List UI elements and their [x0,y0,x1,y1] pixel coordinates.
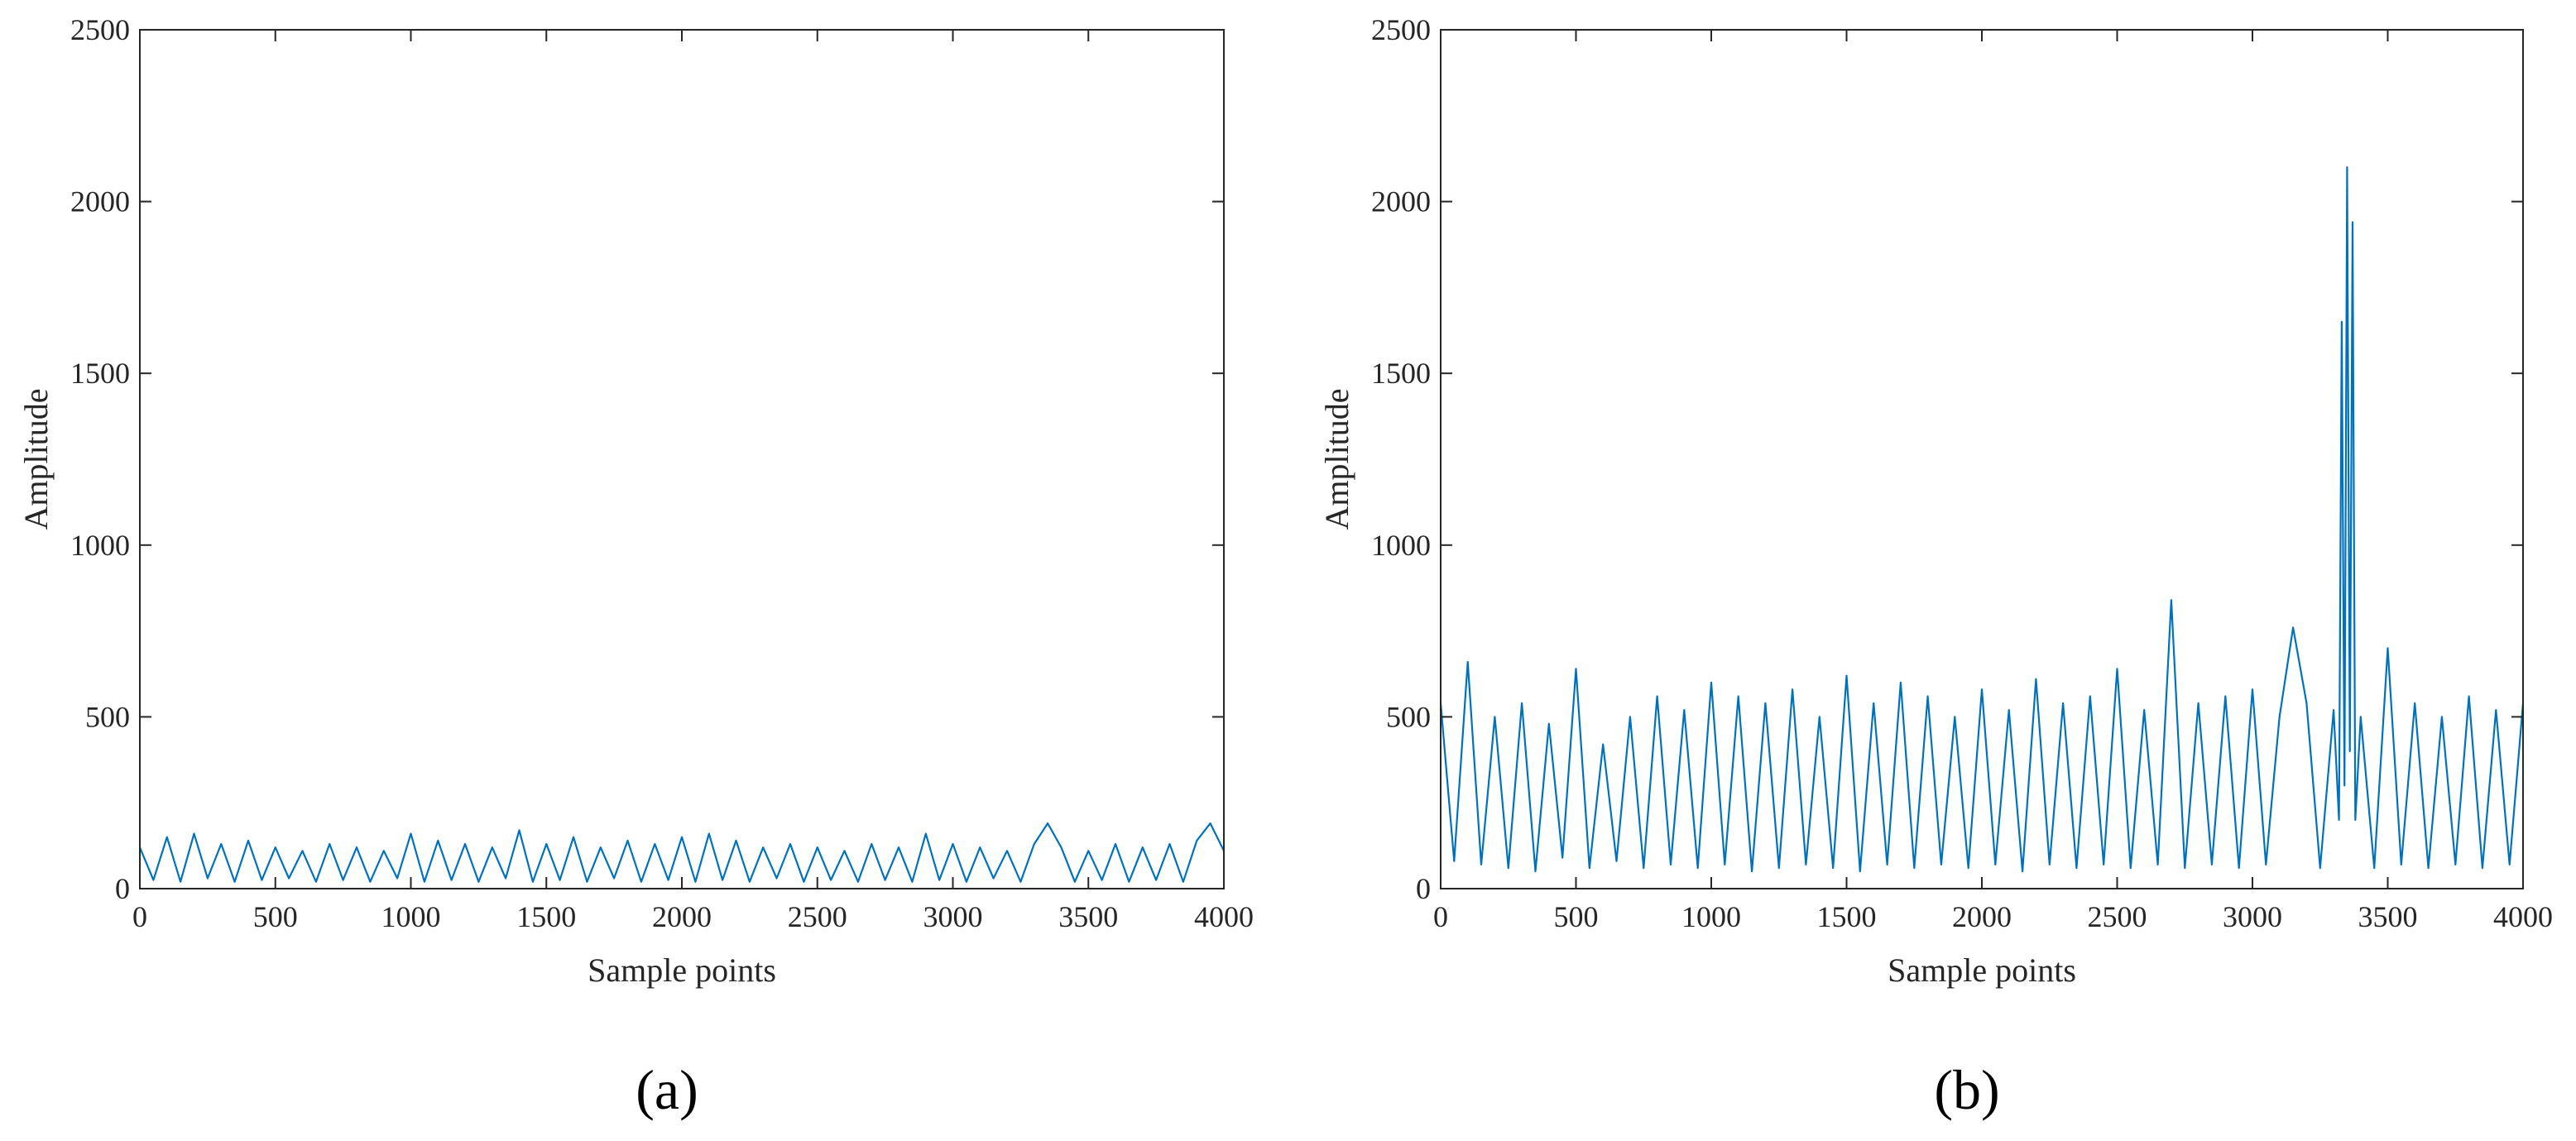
x-tick-label: 500 [253,900,298,933]
y-tick-label: 1000 [1371,529,1431,562]
y-tick-label: 2000 [70,185,130,218]
y-tick-label: 500 [85,700,130,733]
axes-box [1440,29,2524,889]
x-tick-label: 1500 [516,900,576,933]
y-tick-label: 2000 [1371,185,1431,218]
data-line [138,822,1225,883]
x-tick-label: 3000 [2223,900,2282,933]
x-tick-label: 2500 [788,900,847,933]
y-tick-label: 500 [1386,700,1431,733]
x-tick-label: 1000 [1681,900,1741,933]
data-line [1439,166,2525,873]
x-tick-label: 2500 [2088,900,2147,933]
x-tick-label: 4000 [2493,900,2553,933]
y-tick-label: 0 [1416,872,1431,905]
x-tick-label: 500 [1554,900,1599,933]
y-tick-label: 0 [115,872,130,905]
x-tick-label: 3500 [2358,900,2418,933]
y-tick-label: 2500 [1371,13,1431,46]
x-tick-label: 4000 [1194,900,1254,933]
caption: (a) [636,1058,698,1121]
x-tick-label: 2000 [1952,900,2012,933]
y-tick-label: 1000 [70,529,130,562]
x-axis-label: Sample points [588,952,776,989]
x-tick-label: 3000 [923,900,983,933]
x-tick-label: 2000 [652,900,712,933]
axes-box [139,29,1225,889]
x-tick-label: 1500 [1817,900,1877,933]
x-tick-label: 0 [132,900,147,933]
x-tick-label: 0 [1433,900,1448,933]
y-axis-label: Amplitude [1318,388,1355,530]
y-tick-label: 1500 [1371,357,1431,390]
y-axis-label: Amplitude [17,388,55,530]
x-tick-label: 1000 [381,900,441,933]
x-axis-label: Sample points [1888,952,2076,989]
x-tick-label: 3500 [1058,900,1118,933]
y-tick-label: 2500 [70,13,130,46]
caption: (b) [1934,1058,1999,1121]
y-tick-label: 1500 [70,357,130,390]
